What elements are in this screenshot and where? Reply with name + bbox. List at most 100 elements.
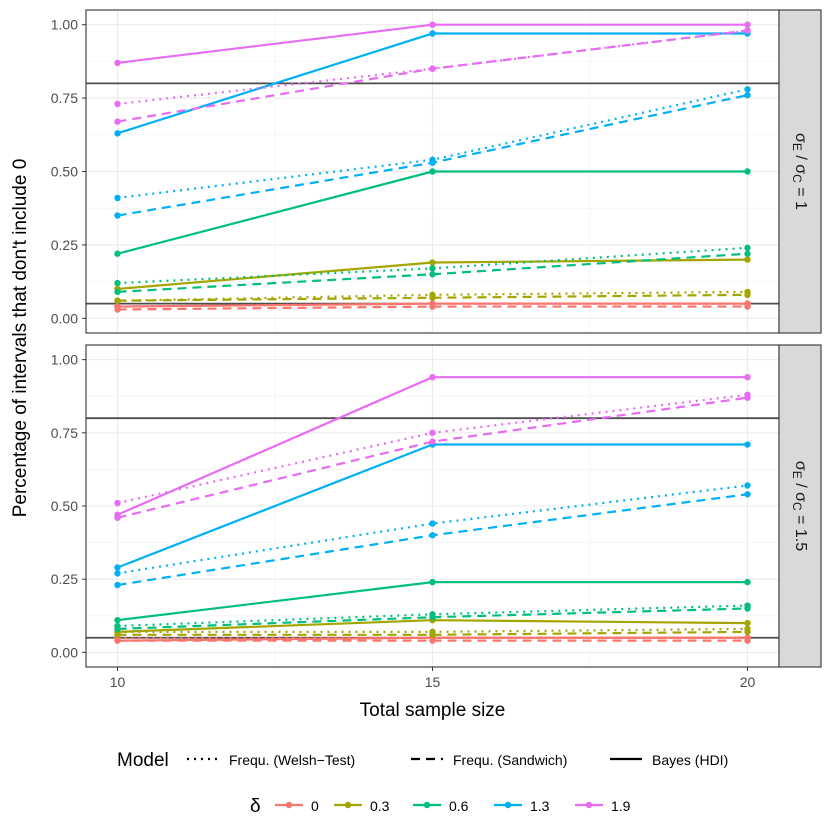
y-tick-label: 1.00 <box>51 17 78 33</box>
facet-strip: σE / σC = 1.5 <box>778 344 822 668</box>
data-point <box>429 168 436 175</box>
panel-1: 0.00 0.25 0.50 0.75 1.00 σE / σC = 1 <box>51 9 822 334</box>
strip-label-part: / σ <box>792 479 809 502</box>
legend-label: Bayes (HDI) <box>652 752 728 768</box>
data-point <box>114 130 121 137</box>
legend-label: 1.3 <box>530 798 550 814</box>
model-legend: Model Frequ. (Welsh−Test) Frequ. (Sandwich… <box>117 750 728 771</box>
series-line <box>117 396 748 519</box>
data-point <box>429 159 436 166</box>
data-point <box>114 564 121 571</box>
data-point <box>114 118 121 125</box>
legend-key-point <box>585 801 593 809</box>
data-point <box>114 100 121 108</box>
data-point <box>429 65 436 72</box>
data-point <box>744 250 751 257</box>
data-point <box>744 482 751 489</box>
data-point <box>744 300 751 307</box>
data-point <box>744 256 751 263</box>
data-point <box>744 86 751 93</box>
strip-label-part: / σ <box>792 151 809 174</box>
legend-label: 1.9 <box>611 798 631 814</box>
strip-label-part: C <box>790 502 804 511</box>
strip-label-part: = 1.5 <box>792 511 809 552</box>
data-point <box>744 374 751 381</box>
data-point <box>744 291 751 299</box>
data-point <box>429 374 436 381</box>
data-point <box>429 300 436 307</box>
data-point <box>114 616 121 624</box>
y-tick-label: 0.75 <box>51 90 78 106</box>
strip-background <box>778 9 822 334</box>
strip-label-part: E <box>790 471 804 479</box>
data-point <box>114 625 121 633</box>
data-point <box>114 279 121 287</box>
data-point <box>429 438 436 445</box>
legend-key-point <box>285 801 293 809</box>
data-point <box>429 30 436 37</box>
series-line <box>117 88 748 200</box>
strip-background <box>778 344 822 668</box>
data-point <box>114 59 121 67</box>
strip-label-part: σ <box>792 461 809 471</box>
facet-strip: σE / σC = 1 <box>778 9 822 334</box>
strip-label-part: = 1 <box>792 183 809 210</box>
data-point <box>744 244 751 252</box>
y-axis-title: Percentage of intervals that don't inclu… <box>10 159 31 518</box>
data-point <box>114 637 121 644</box>
data-point <box>744 578 751 586</box>
data-point <box>744 91 751 99</box>
data-point <box>744 441 751 448</box>
data-point <box>114 581 121 589</box>
data-point <box>429 631 436 638</box>
strip-label: σE / σC = 1 <box>790 133 809 210</box>
legend-title: δ <box>250 796 261 817</box>
data-point <box>744 27 751 34</box>
strip-label-part: σ <box>792 133 809 143</box>
x-axis-title: Total sample size <box>360 700 506 721</box>
data-point <box>744 168 751 175</box>
legend-title: Model <box>117 750 169 771</box>
legend-key-point <box>344 801 352 809</box>
y-tick-label: 0.50 <box>51 498 78 514</box>
delta-legend: δ 0 0.3 0.6 1.3 1.9 <box>250 796 631 817</box>
x-tick-label: 10 <box>110 674 126 690</box>
legend-key-point <box>423 801 431 809</box>
data-point <box>744 619 751 627</box>
data-point <box>114 250 121 257</box>
y-tick-label: 1.00 <box>51 352 78 368</box>
data-point <box>114 297 121 304</box>
legend-label: 0 <box>311 798 319 814</box>
series-line <box>117 484 748 575</box>
data-point <box>114 194 121 202</box>
data-point <box>744 21 751 28</box>
data-point <box>114 511 121 518</box>
strip-label: σE / σC = 1.5 <box>790 461 809 551</box>
data-point <box>114 212 121 219</box>
data-point <box>744 628 751 636</box>
data-point <box>744 394 751 401</box>
legend-label: 0.6 <box>449 798 469 814</box>
x-tick-label: 15 <box>425 674 441 690</box>
data-point <box>429 532 436 539</box>
y-tick-label: 0.00 <box>51 644 78 660</box>
data-point <box>429 578 436 586</box>
legend-label: Frequ. (Sandwich) <box>453 752 567 768</box>
panel-2: 0.00 0.25 0.50 0.75 1.00 σE / σC = 1.5 <box>51 344 822 668</box>
legend-label: Frequ. (Welsh−Test) <box>229 752 355 768</box>
data-point <box>114 288 121 296</box>
y-tick-label: 0.50 <box>51 164 78 180</box>
y-tick-label: 0.75 <box>51 425 78 441</box>
data-point <box>429 614 436 621</box>
legend-label: 0.3 <box>370 798 390 814</box>
data-point <box>429 294 436 301</box>
strip-label-part: E <box>790 143 804 151</box>
data-point <box>114 570 121 577</box>
data-point <box>429 520 436 527</box>
data-point <box>114 499 121 507</box>
data-point <box>429 21 436 28</box>
data-point <box>114 303 121 310</box>
data-point <box>429 429 436 437</box>
strip-label-part: C <box>790 174 804 183</box>
data-point <box>744 605 751 612</box>
